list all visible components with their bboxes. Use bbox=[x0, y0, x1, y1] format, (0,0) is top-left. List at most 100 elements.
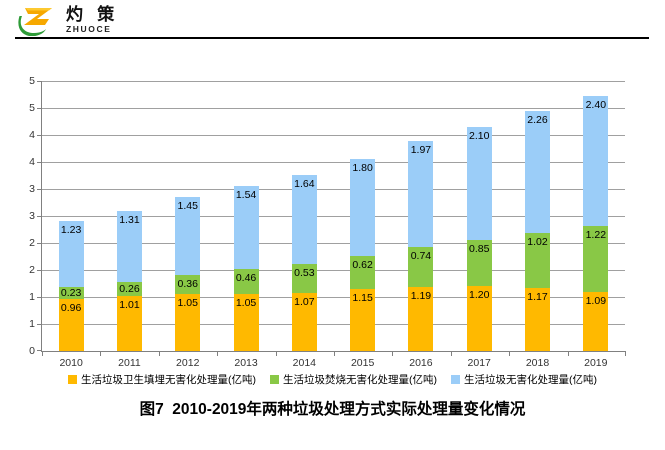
bar-segment: 2.26 bbox=[525, 111, 551, 233]
bar-segment: 1.31 bbox=[116, 211, 142, 282]
x-axis-label: 2013 bbox=[234, 357, 258, 369]
legend-label: 生活垃圾无害化处理量(亿吨) bbox=[464, 374, 597, 386]
legend-swatch bbox=[451, 375, 460, 384]
y-axis-tick bbox=[37, 162, 42, 163]
bar-segment: 0.46 bbox=[233, 269, 259, 294]
gridline bbox=[42, 216, 625, 217]
category-column: 1.20 0.85 2.10 2017 bbox=[450, 82, 508, 369]
bar-segment: 0.26 bbox=[116, 282, 142, 296]
legend-swatch bbox=[270, 375, 279, 384]
bar-value-label: 0.62 bbox=[352, 259, 373, 271]
y-axis-tick bbox=[37, 189, 42, 190]
bar-value-label: 0.26 bbox=[119, 282, 140, 295]
zhuoce-logo-icon bbox=[18, 8, 52, 36]
y-axis-label: 2 bbox=[29, 237, 35, 249]
stacked-bar: 1.09 1.22 2.40 bbox=[583, 96, 609, 351]
bar-value-label: 2.40 bbox=[585, 99, 607, 111]
gridline bbox=[42, 108, 625, 109]
x-axis-label: 2015 bbox=[350, 357, 375, 369]
x-axis-label: 2014 bbox=[292, 357, 317, 369]
category-column: 1.17 1.02 2.26 2018 bbox=[508, 82, 566, 369]
bar-segment: 0.36 bbox=[175, 275, 201, 294]
chart-legend: 生活垃圾卫生填埋无害化处理量(亿吨) 生活垃圾焚烧无害化处理量(亿吨) 生活垃圾无害… bbox=[0, 372, 665, 387]
category-column: 1.07 0.53 1.64 2014 bbox=[275, 82, 333, 369]
x-axis-label: 2010 bbox=[59, 357, 83, 369]
x-axis-label: 2016 bbox=[409, 357, 433, 369]
bar-segment: 1.80 bbox=[350, 159, 376, 256]
category-column: 1.19 0.74 1.97 2016 bbox=[392, 82, 450, 369]
bar-segment: 1.20 bbox=[466, 286, 492, 351]
logo-name-cn: 灼 策 bbox=[66, 4, 120, 24]
bar-value-label: 2.10 bbox=[469, 130, 490, 142]
x-axis-tick bbox=[392, 351, 394, 356]
bar-value-label: 0.36 bbox=[177, 278, 198, 290]
bar-segment: 0.74 bbox=[408, 247, 434, 287]
x-axis-tick bbox=[42, 351, 43, 356]
bar-segment: 0.53 bbox=[291, 264, 317, 293]
gridline bbox=[42, 297, 625, 298]
stacked-bar-chart: 0 1 1 2 2 3 3 4 4 5 5 0.96 0.23 1.23 2010 1.01 0.26 1.31 2… bbox=[20, 75, 642, 375]
bar-segment: 1.64 bbox=[291, 175, 317, 264]
bar-segment: 1.15 bbox=[350, 289, 376, 351]
x-axis-tick bbox=[567, 351, 569, 356]
bar-segment: 0.96 bbox=[58, 299, 84, 351]
stacked-bar: 1.17 1.02 2.26 bbox=[525, 111, 551, 351]
legend-label: 生活垃圾卫生填埋无害化处理量(亿吨) bbox=[81, 374, 256, 386]
x-axis-tick bbox=[158, 351, 160, 356]
plot-area: 0 1 1 2 2 3 3 4 4 5 5 0.96 0.23 1.23 2010 1.01 0.26 1.31 2… bbox=[29, 75, 626, 369]
y-axis-label: 2 bbox=[29, 264, 35, 276]
bar-segment: 1.07 bbox=[291, 293, 317, 351]
bar-value-label: 1.20 bbox=[469, 289, 490, 301]
bar-value-label: 1.02 bbox=[527, 236, 548, 248]
category-column: 1.15 0.62 1.80 2015 bbox=[333, 82, 391, 369]
legend-swatch bbox=[68, 375, 77, 384]
zhuoce-logo: 灼 策 ZHUOCE bbox=[16, 3, 119, 36]
legend-item: 生活垃圾无害化处理量(亿吨) bbox=[451, 372, 597, 387]
bar-segment: 1.54 bbox=[233, 186, 259, 269]
stacked-bar: 1.05 0.46 1.54 bbox=[233, 186, 259, 351]
bar-value-label: 1.09 bbox=[585, 295, 607, 307]
y-axis-tick bbox=[37, 135, 42, 136]
bars-container: 0.96 0.23 1.23 2010 1.01 0.26 1.31 2011 1.05 0.36… bbox=[42, 82, 625, 369]
stacked-bar: 1.15 0.62 1.80 bbox=[350, 159, 376, 351]
gridline bbox=[42, 135, 625, 136]
x-axis-tick bbox=[625, 351, 626, 356]
legend-item: 生活垃圾焚烧无害化处理量(亿吨) bbox=[270, 372, 437, 387]
bar-value-label: 1.64 bbox=[294, 178, 315, 190]
x-axis-tick bbox=[450, 351, 452, 356]
bar-segment: 1.97 bbox=[408, 141, 434, 247]
bar-value-label: 1.05 bbox=[235, 297, 257, 309]
bar-value-label: 1.45 bbox=[177, 200, 198, 212]
bar-value-label: 0.96 bbox=[60, 302, 82, 314]
y-axis-label: 4 bbox=[29, 156, 35, 168]
logo-name-en: ZHUOCE bbox=[66, 23, 112, 34]
y-axis-label: 4 bbox=[29, 129, 35, 141]
x-axis-tick bbox=[100, 351, 102, 356]
bar-value-label: 0.85 bbox=[469, 243, 490, 255]
bar-value-label: 0.23 bbox=[60, 286, 82, 299]
stacked-bar: 1.19 0.74 1.97 bbox=[408, 141, 434, 351]
x-axis-label: 2011 bbox=[118, 357, 141, 369]
stacked-bar: 1.01 0.26 1.31 bbox=[116, 211, 142, 351]
bar-value-label: 2.26 bbox=[527, 114, 548, 126]
bar-segment: 0.23 bbox=[58, 287, 84, 299]
header-divider bbox=[15, 37, 649, 39]
bar-value-label: 1.23 bbox=[60, 224, 82, 236]
bar-value-label: 1.22 bbox=[585, 229, 607, 241]
bar-value-label: 1.31 bbox=[119, 214, 140, 226]
gridline bbox=[42, 162, 625, 163]
bar-segment: 1.45 bbox=[175, 197, 201, 275]
stacked-bar: 0.96 0.23 1.23 bbox=[58, 221, 84, 351]
gridline bbox=[42, 270, 625, 271]
bar-segment: 1.23 bbox=[58, 221, 84, 287]
bar-segment: 1.19 bbox=[408, 287, 434, 351]
y-axis-label: 3 bbox=[29, 210, 35, 222]
stacked-bar: 1.07 0.53 1.64 bbox=[291, 175, 317, 351]
bar-segment: 1.09 bbox=[583, 292, 609, 351]
bar-segment: 2.40 bbox=[583, 96, 609, 226]
y-axis-tick bbox=[37, 108, 42, 109]
y-axis-tick bbox=[37, 81, 42, 82]
y-axis-label: 5 bbox=[29, 75, 35, 87]
y-axis-label: 1 bbox=[29, 291, 35, 303]
